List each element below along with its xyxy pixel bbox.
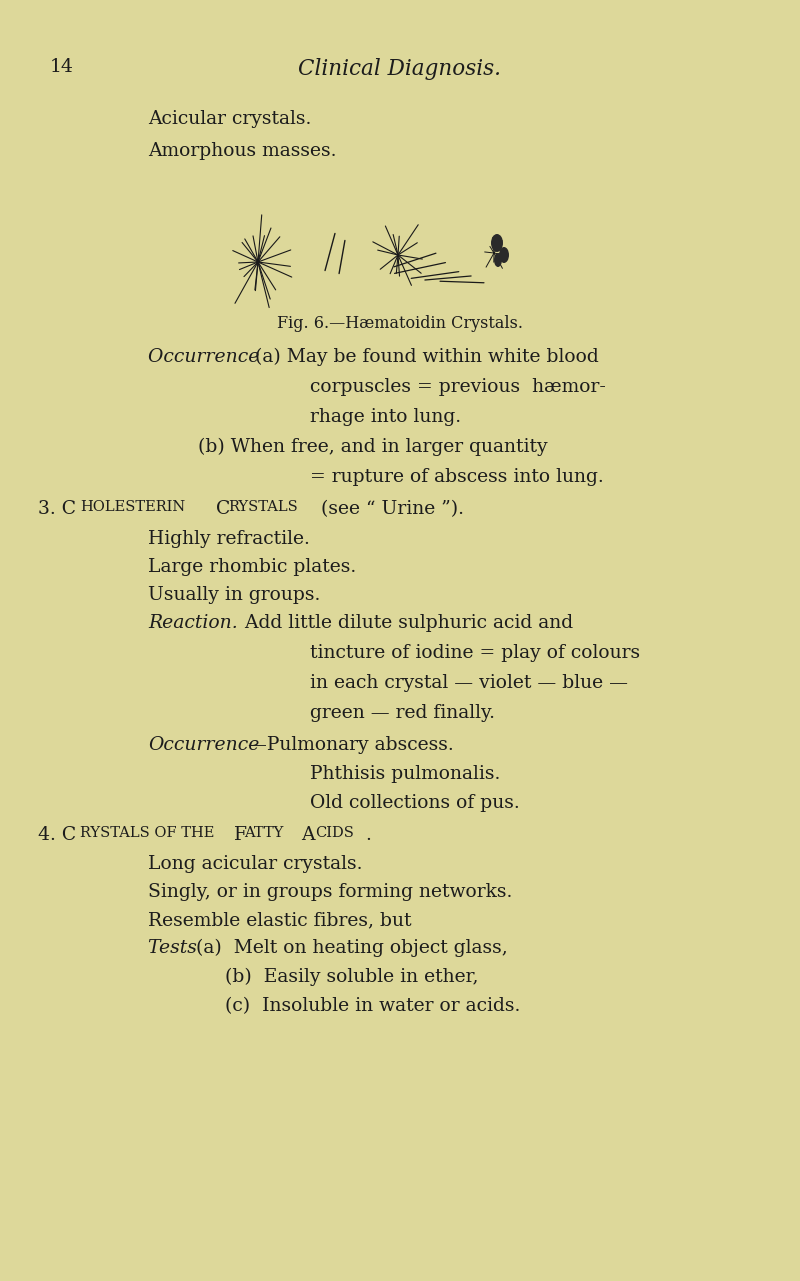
Text: (c)  Insoluble in water or acids.: (c) Insoluble in water or acids. [225, 997, 520, 1015]
Text: 14: 14 [50, 58, 74, 76]
Ellipse shape [491, 234, 503, 252]
Text: in each crystal — violet — blue —: in each crystal — violet — blue — [310, 674, 628, 692]
Text: —Pulmonary abscess.: —Pulmonary abscess. [248, 737, 454, 755]
Text: F: F [228, 826, 247, 844]
Text: Resemble elastic fibres, but: Resemble elastic fibres, but [148, 911, 411, 929]
Text: Long acicular crystals.: Long acicular crystals. [148, 854, 362, 872]
Text: Amorphous masses.: Amorphous masses. [148, 142, 337, 160]
Text: 3. C: 3. C [38, 500, 76, 518]
Text: HOLESTERIN: HOLESTERIN [80, 500, 186, 514]
Text: Occurrence: Occurrence [148, 737, 259, 755]
Ellipse shape [494, 254, 502, 266]
Text: Add little dilute sulphuric acid and: Add little dilute sulphuric acid and [233, 614, 573, 632]
Text: Usually in groups.: Usually in groups. [148, 585, 320, 605]
Text: 4. C: 4. C [38, 826, 76, 844]
Text: rhage into lung.: rhage into lung. [310, 409, 461, 427]
Ellipse shape [499, 247, 509, 263]
Text: Old collections of pus.: Old collections of pus. [310, 794, 520, 812]
Text: (a) May be found within white blood: (a) May be found within white blood [255, 348, 598, 366]
Text: (b) When free, and in larger quantity: (b) When free, and in larger quantity [198, 438, 548, 456]
Text: Occurrence: Occurrence [148, 348, 266, 366]
Text: Acicular crystals.: Acicular crystals. [148, 110, 311, 128]
Text: Reaction.: Reaction. [148, 614, 238, 632]
Text: Singly, or in groups forming networks.: Singly, or in groups forming networks. [148, 883, 512, 901]
Text: Highly refractile.: Highly refractile. [148, 530, 310, 548]
Text: Fig. 6.—Hæmatoidin Crystals.: Fig. 6.—Hæmatoidin Crystals. [277, 315, 523, 332]
Text: green — red finally.: green — red finally. [310, 705, 495, 722]
Text: .: . [365, 826, 371, 844]
Text: ATTY: ATTY [244, 826, 283, 840]
Text: (b)  Easily soluble in ether,: (b) Easily soluble in ether, [225, 968, 478, 986]
Text: Tests: Tests [148, 939, 203, 957]
Text: C: C [210, 500, 230, 518]
Text: (see “ Urine ”).: (see “ Urine ”). [315, 500, 464, 518]
Text: Large rhombic plates.: Large rhombic plates. [148, 559, 356, 576]
Text: CIDS: CIDS [315, 826, 354, 840]
Text: = rupture of abscess into lung.: = rupture of abscess into lung. [310, 468, 604, 485]
Text: Clinical Diagnosis.: Clinical Diagnosis. [298, 58, 502, 79]
Text: tincture of iodine = play of colours: tincture of iodine = play of colours [310, 644, 640, 662]
Text: RYSTALS: RYSTALS [228, 500, 298, 514]
Text: RYSTALS OF THE: RYSTALS OF THE [80, 826, 214, 840]
Text: corpuscles = previous  hæmor-: corpuscles = previous hæmor- [310, 378, 606, 396]
Text: (a)  Melt on heating object glass,: (a) Melt on heating object glass, [196, 939, 508, 957]
Text: A: A [296, 826, 315, 844]
Text: Phthisis pulmonalis.: Phthisis pulmonalis. [310, 765, 500, 783]
